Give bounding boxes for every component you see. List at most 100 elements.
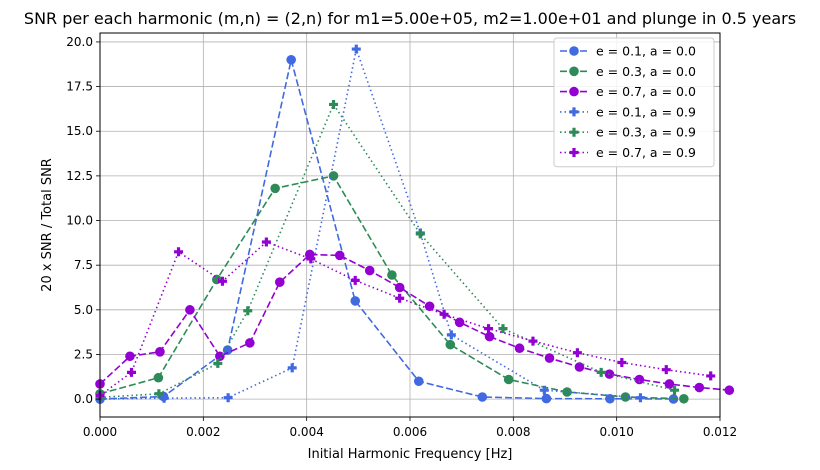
data-point (174, 247, 184, 257)
data-point (185, 305, 195, 315)
data-point (724, 385, 735, 396)
data-point (446, 330, 456, 340)
y-axis-ticks: 0.0 2.5 5.0 7.5 10.0 12.5 15.0 17.5 20.0 (66, 35, 100, 406)
y-axis-label: 20 x SNR / Total SNR (40, 158, 55, 292)
x-tick-label: 0.006 (393, 425, 427, 439)
data-point (350, 296, 361, 306)
legend-box (553, 37, 715, 168)
data-point (127, 367, 137, 377)
data-point (503, 374, 514, 385)
data-point (661, 365, 671, 375)
data-point (286, 54, 296, 65)
legend-marker (569, 66, 579, 77)
data-point (664, 379, 675, 389)
data-point (217, 276, 227, 286)
data-point (670, 385, 680, 395)
data-point (477, 392, 488, 402)
series-line (99, 253, 730, 391)
data-point (574, 362, 585, 372)
data-point (350, 275, 360, 285)
data-point (514, 343, 525, 354)
data-point (541, 393, 552, 404)
data-point (544, 353, 555, 363)
data-point (154, 389, 164, 399)
legend-item: e = 0.7, a = 0.0 (560, 84, 696, 99)
legend-item: e = 0.1, a = 0.9 (560, 104, 696, 119)
data-point (222, 345, 233, 355)
data-point (394, 282, 405, 293)
data-point (706, 371, 716, 381)
y-tick-label: 2.5 (74, 347, 93, 361)
data-point (679, 393, 689, 404)
data-point (596, 367, 606, 377)
x-tick-label: 0.008 (496, 425, 530, 439)
data-point (620, 392, 631, 402)
legend-label: e = 0.3, a = 0.9 (596, 125, 696, 140)
y-tick-label: 12.5 (66, 169, 93, 183)
legend-item: e = 0.1, a = 0.0 (560, 44, 696, 59)
legend-marker (569, 127, 579, 137)
series-2 (95, 171, 689, 404)
data-point (287, 363, 297, 373)
data-point (484, 324, 494, 334)
data-point (454, 317, 465, 328)
data-point (270, 183, 280, 194)
legend-marker (569, 148, 579, 157)
y-tick-label: 5.0 (74, 303, 93, 317)
series-5 (95, 99, 680, 402)
x-tick-label: 0.010 (599, 425, 633, 439)
data-point (215, 351, 225, 362)
x-axis-label: Initial Harmonic Frequency [Hz] (308, 447, 513, 462)
data-point (539, 385, 549, 395)
data-point (213, 358, 223, 368)
legend-label: e = 0.7, a = 0.0 (596, 84, 696, 99)
x-tick-label: 0.000 (83, 425, 117, 439)
series-line (99, 174, 684, 400)
data-point (395, 293, 405, 303)
legend-item: e = 0.7, a = 0.9 (560, 145, 696, 160)
x-tick-label: 0.002 (186, 425, 220, 439)
x-tick-label: 0.004 (289, 425, 323, 439)
data-point (155, 347, 165, 357)
series-layer (95, 44, 735, 404)
chart-title: SNR per each harmonic (m,n) = (2,n) for … (24, 9, 796, 28)
data-point (484, 331, 495, 342)
data-point (528, 336, 538, 346)
data-point (334, 250, 345, 261)
series-line (99, 59, 674, 400)
legend-label: e = 0.1, a = 0.9 (596, 104, 696, 119)
data-point (634, 374, 645, 385)
data-point (306, 254, 316, 264)
y-tick-label: 15.0 (66, 124, 93, 138)
series-line (99, 102, 675, 399)
data-point (415, 229, 425, 239)
data-point (364, 265, 375, 276)
data-point (159, 393, 169, 403)
legend-item: e = 0.3, a = 0.9 (560, 125, 696, 140)
data-point (445, 339, 456, 350)
data-point (275, 277, 285, 287)
legend: e = 0.1, a = 0.0 e = 0.3, a = 0.0 e = 0.7,… (553, 37, 715, 168)
legend-item: e = 0.3, a = 0.0 (560, 64, 696, 79)
data-point (261, 237, 271, 247)
data-point (635, 393, 645, 403)
y-tick-label: 17.5 (66, 80, 93, 94)
y-tick-label: 20.0 (66, 35, 93, 49)
y-tick-label: 0.0 (74, 392, 93, 406)
x-axis-ticks: 0.000 0.002 0.004 0.006 0.008 0.010 0.012 (83, 417, 737, 439)
data-point (413, 376, 424, 387)
data-point (572, 348, 582, 358)
data-point (694, 382, 705, 393)
data-point (243, 306, 253, 316)
data-point (329, 99, 339, 109)
data-point (387, 270, 397, 280)
series-6 (95, 237, 716, 401)
y-tick-label: 7.5 (74, 258, 93, 272)
data-point (125, 351, 135, 362)
data-point (498, 324, 508, 334)
data-point (223, 393, 233, 403)
legend-label: e = 0.1, a = 0.0 (596, 44, 696, 59)
legend-marker (569, 46, 579, 56)
data-point (562, 387, 572, 397)
